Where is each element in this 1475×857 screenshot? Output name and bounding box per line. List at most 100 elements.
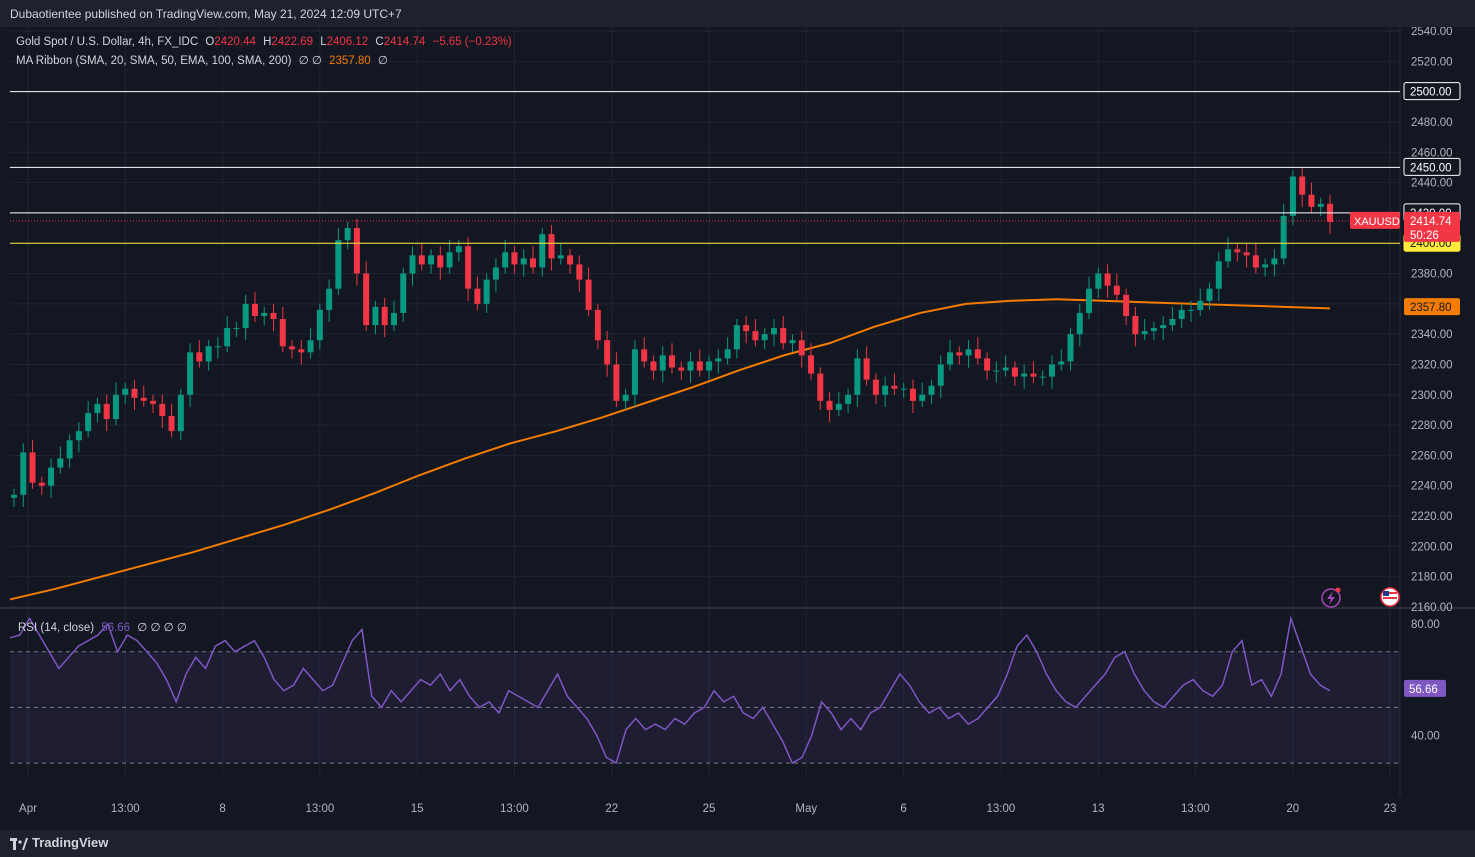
low-label: L	[320, 36, 327, 48]
price-axis-label: 2280.00	[1411, 420, 1453, 432]
candle-body	[1206, 288, 1213, 301]
candle-body	[1187, 309, 1194, 311]
candle-body	[437, 255, 444, 268]
candle-body	[140, 397, 147, 401]
candle-body	[835, 403, 842, 410]
price-axis-label: 2160.00	[1411, 602, 1453, 614]
tradingview-logo-icon	[10, 837, 28, 850]
candle-body	[428, 255, 435, 265]
candle-body	[492, 267, 499, 280]
candle-body	[613, 364, 620, 401]
candle-body	[1113, 285, 1120, 295]
candle-body	[965, 349, 972, 356]
candle-body	[1215, 261, 1222, 289]
candle-body	[1262, 264, 1269, 268]
candle-body	[20, 452, 27, 495]
candle-body	[381, 306, 388, 326]
level-price-tag-text: 2450.00	[1410, 162, 1452, 174]
candle-body	[1317, 203, 1324, 207]
candle-body	[678, 367, 685, 371]
candle-body	[446, 252, 453, 268]
event-dot-icon	[1335, 587, 1341, 593]
candle-body	[984, 358, 991, 371]
candle-body	[1095, 273, 1102, 289]
candle-body	[743, 325, 750, 332]
time-axis-label: 13:00	[305, 803, 334, 815]
candle-body	[557, 255, 564, 259]
rsi-value-tag	[1404, 679, 1446, 697]
published-text: Dubaotientee published on TradingView.co…	[10, 7, 402, 21]
price-axis-label: 2200.00	[1411, 541, 1453, 553]
open-label: O	[205, 36, 215, 48]
candle-body	[900, 388, 907, 390]
candle-body	[650, 361, 657, 371]
candle-body	[826, 400, 833, 410]
symbol-tag	[1350, 211, 1400, 229]
candle-body	[11, 494, 17, 498]
candle-body	[112, 394, 119, 420]
candle-body	[854, 358, 861, 395]
candle-body	[214, 346, 221, 348]
level-price-tag	[1403, 82, 1461, 101]
change-value: −5.65 (−0.23%)	[432, 36, 512, 48]
open-value: 2420.44	[214, 36, 256, 48]
countdown-text: 50:26	[1410, 230, 1439, 242]
rsi-legend: RSI (14, close) 56.66 ∅ ∅ ∅ ∅	[18, 620, 191, 634]
candle-body	[1021, 373, 1028, 377]
candle-body	[909, 388, 916, 401]
candle-body	[1141, 331, 1148, 335]
candle-body	[1076, 312, 1083, 335]
close-label: C	[375, 36, 384, 48]
ma-legend: MA Ribbon (SMA, 20, SMA, 50, EMA, 100, S…	[16, 53, 392, 67]
time-axis-label: 13:00	[986, 803, 1015, 815]
ma-price-tag	[1404, 298, 1460, 316]
candle-body	[1289, 176, 1296, 216]
candle-body	[798, 340, 805, 356]
candle-body	[307, 340, 314, 353]
candle-body	[75, 431, 82, 441]
candle-body	[363, 273, 370, 326]
rsi-null-values: ∅ ∅ ∅ ∅	[137, 622, 187, 634]
candle-body	[715, 358, 722, 362]
candle-body	[567, 255, 574, 265]
candle-body	[372, 306, 379, 326]
chart-area[interactable]: Apr 13:00 8 13:00 15 13:00 22 25 May 6 13:00 13 13:0…	[0, 26, 1475, 830]
candle-body	[511, 252, 518, 265]
rsi-line	[9, 615, 1331, 765]
candle-body	[780, 328, 787, 344]
rsi-axis-label: 40.00	[1411, 730, 1440, 742]
candle-body	[187, 352, 194, 395]
candle-body	[261, 312, 268, 316]
time-axis-label: 13:00	[500, 803, 529, 815]
bolt-icon	[1327, 591, 1335, 605]
candle-body	[1002, 367, 1009, 371]
price-chart-svg[interactable]: Apr 13:00 8 13:00 15 13:00 22 25 May 6 13:00 13 13:0…	[0, 26, 1475, 830]
candle-body	[233, 328, 240, 330]
candle-body	[845, 394, 852, 404]
candle-body	[159, 403, 166, 417]
candle-body	[1132, 315, 1139, 335]
candle-body	[891, 385, 898, 389]
tradingview-logo[interactable]: TradingView	[10, 835, 108, 850]
rsi-axis-label: 80.00	[1411, 619, 1440, 631]
level-price-tag-text: 2500.00	[1410, 87, 1452, 99]
candle-body	[168, 416, 175, 432]
candle-body	[872, 379, 879, 395]
candle-body	[585, 279, 592, 310]
candle-body	[1308, 194, 1315, 207]
level-price-tag	[1403, 157, 1461, 176]
low-value: 2406.12	[326, 36, 369, 48]
event-bolt-icon[interactable]	[1321, 588, 1341, 608]
high-label: H	[263, 36, 272, 48]
price-axis-label: 2520.00	[1411, 56, 1453, 68]
candle-body	[279, 319, 286, 347]
candle-body	[789, 340, 796, 344]
price-axis-label: 2460.00	[1411, 147, 1453, 159]
candle-body	[956, 352, 963, 356]
candle-body	[696, 361, 703, 371]
time-axis-label: 6	[900, 803, 906, 815]
candle-body	[770, 328, 777, 335]
candle-body	[224, 328, 231, 347]
candle-body	[594, 309, 601, 341]
candle-body	[400, 273, 407, 313]
